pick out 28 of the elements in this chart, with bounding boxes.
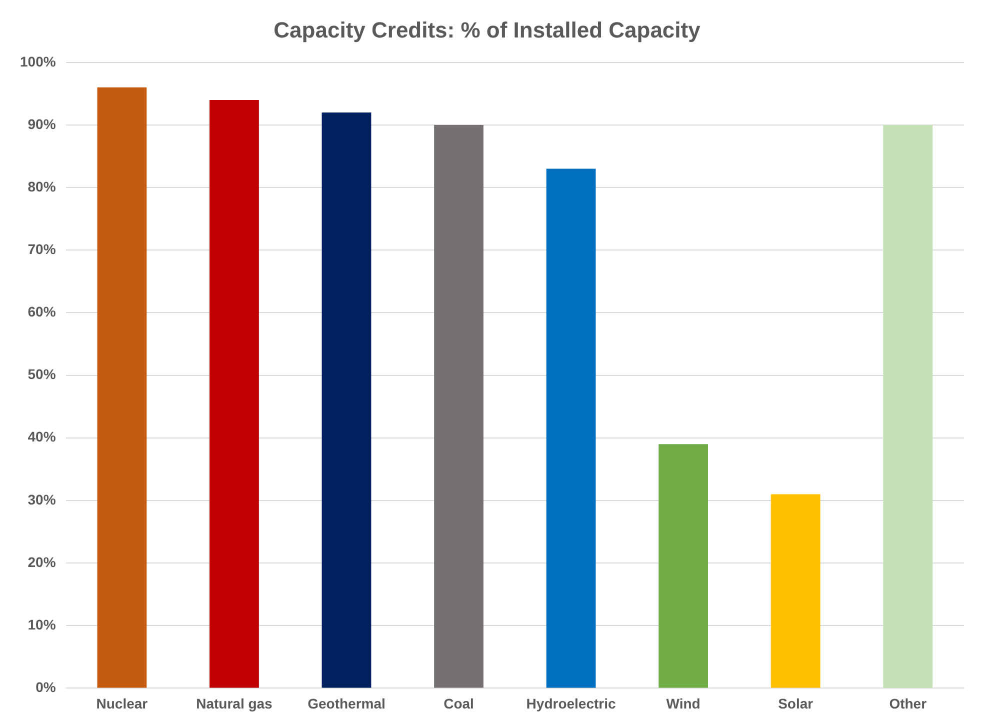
y-tick-label: 80% xyxy=(28,178,56,194)
bar xyxy=(97,87,147,688)
y-tick-label: 60% xyxy=(28,304,56,320)
bar xyxy=(434,124,484,688)
y-tick-label: 10% xyxy=(28,616,56,632)
y-tick-label: 30% xyxy=(28,491,56,508)
x-tick-label: Nuclear xyxy=(96,695,148,712)
y-tick-label: 0% xyxy=(36,679,56,696)
x-tick-label: Other xyxy=(889,695,928,712)
y-tick-label: 20% xyxy=(28,554,56,570)
x-tick-label: Coal xyxy=(444,695,474,712)
bar xyxy=(546,168,596,688)
y-tick-label: 90% xyxy=(28,116,56,132)
x-tick-label: Hydroelectric xyxy=(526,695,616,712)
y-tick-label: 40% xyxy=(28,428,56,445)
chart-title: Capacity Credits: % of Installed Capacity xyxy=(274,17,702,42)
bar xyxy=(322,112,372,688)
y-tick-label: 50% xyxy=(28,366,56,382)
x-tick-label: Natural gas xyxy=(196,695,273,712)
y-tick-label: 70% xyxy=(28,241,56,257)
x-tick-label: Geothermal xyxy=(308,695,386,712)
y-tick-label: 100% xyxy=(20,53,56,70)
bar xyxy=(770,494,820,688)
bar xyxy=(210,100,259,688)
bar xyxy=(658,444,708,688)
bar xyxy=(883,124,933,688)
x-tick-label: Wind xyxy=(666,695,700,712)
x-tick-label: Solar xyxy=(778,695,814,712)
